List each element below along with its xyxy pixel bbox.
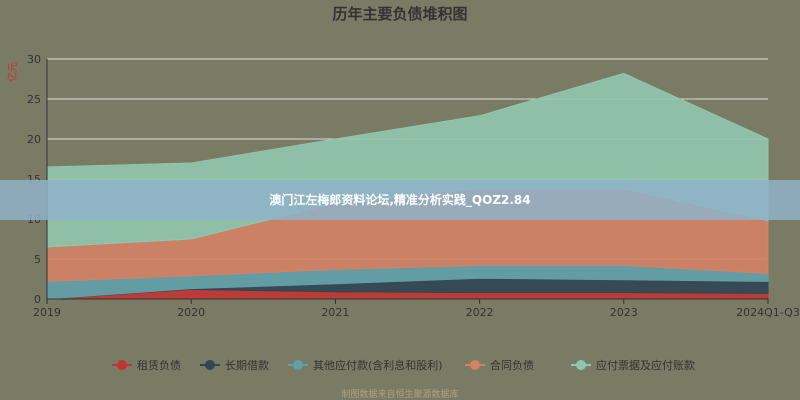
legend-marker [205, 360, 215, 370]
banner-background [0, 180, 800, 220]
x-tick-label: 2021 [321, 306, 349, 319]
legend-marker [117, 360, 127, 370]
y-tick-label: 0 [34, 293, 41, 306]
y-tick-label: 30 [27, 53, 41, 66]
x-tick-label: 2019 [33, 306, 61, 319]
x-tick-label: 2024Q1-Q3 [736, 306, 800, 319]
axes: 051015202530201920202021202220232024Q1-Q… [27, 53, 800, 319]
chart-title: 历年主要负债堆积图 [332, 5, 467, 23]
banner-text: 澳门江左梅郎资料论坛,精准分析实践_QOZ2.84 [269, 192, 530, 208]
legend-label: 应付票据及应付账款 [596, 358, 695, 372]
legend-item-1[interactable]: 租赁负债 [112, 358, 181, 372]
y-axis-label: 亿元 [6, 62, 19, 82]
legend-marker [293, 360, 303, 370]
legend-item-5[interactable]: 应付票据及应付账款 [571, 358, 695, 372]
legend-item-2[interactable]: 长期借款 [200, 358, 269, 372]
legend[interactable]: 租赁负债 长期借款 其他应付款(含利息和股利) 合同负债 应付票据及应付账款 [112, 358, 695, 372]
y-tick-label: 5 [34, 253, 41, 266]
footer-note: 制图数据来自恒生聚源数据库 [341, 388, 458, 400]
legend-item-4[interactable]: 合同负债 [465, 358, 534, 372]
legend-label: 合同负债 [490, 358, 534, 372]
legend-label: 租赁负债 [137, 358, 181, 372]
x-tick-label: 2023 [610, 306, 638, 319]
overlay-banner: 澳门江左梅郎资料论坛,精准分析实践_QOZ2.84 [0, 180, 800, 220]
legend-marker [576, 360, 586, 370]
x-tick-label: 2020 [177, 306, 205, 319]
x-tick-label: 2022 [466, 306, 494, 319]
legend-label: 长期借款 [225, 358, 269, 372]
y-tick-label: 25 [27, 93, 41, 106]
legend-item-3[interactable]: 其他应付款(含利息和股利) [288, 358, 443, 372]
legend-label: 其他应付款(含利息和股利) [313, 358, 443, 372]
y-tick-label: 20 [27, 133, 41, 146]
legend-marker [470, 360, 480, 370]
